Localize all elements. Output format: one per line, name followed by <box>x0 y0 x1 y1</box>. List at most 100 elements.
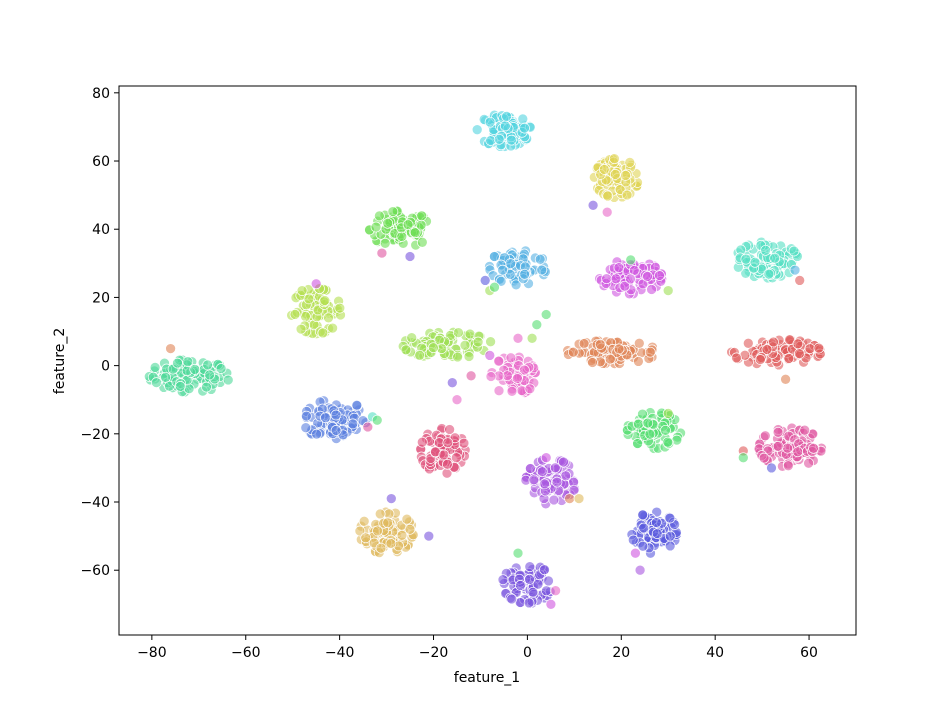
y-tick-label: −40 <box>80 495 110 511</box>
data-point <box>463 351 475 362</box>
data-point <box>613 262 625 273</box>
data-point <box>610 273 622 285</box>
data-point <box>536 466 548 478</box>
data-point <box>587 357 598 368</box>
data-point <box>301 410 312 422</box>
data-point <box>740 253 752 265</box>
data-point <box>493 133 505 145</box>
data-point <box>515 580 526 591</box>
data-point <box>459 339 471 351</box>
data-point <box>808 442 819 454</box>
y-tick-label: 60 <box>92 154 110 170</box>
data-point <box>519 268 530 280</box>
data-point <box>215 363 227 374</box>
data-point <box>374 508 386 520</box>
data-point <box>310 278 322 290</box>
data-point <box>517 113 529 125</box>
data-point <box>506 593 518 605</box>
data-point <box>782 442 793 454</box>
data-point <box>609 169 621 180</box>
data-point <box>423 530 435 542</box>
data-point <box>624 157 636 168</box>
data-point <box>813 342 825 354</box>
data-point <box>519 364 530 376</box>
plot-frame <box>118 85 857 636</box>
data-point <box>613 343 625 355</box>
y-tick-label: 80 <box>92 86 110 102</box>
data-point <box>550 585 561 597</box>
data-point <box>471 124 483 136</box>
data-point <box>375 542 387 554</box>
data-point <box>489 251 500 262</box>
data-point <box>406 332 418 344</box>
data-point <box>551 476 563 488</box>
data-point <box>204 369 215 381</box>
data-point <box>382 517 394 529</box>
data-point <box>780 373 791 385</box>
data-point <box>485 371 497 382</box>
data-point <box>464 328 476 340</box>
data-point <box>452 351 463 363</box>
data-point <box>742 337 754 349</box>
data-point <box>202 359 213 371</box>
data-point <box>794 275 806 286</box>
data-point <box>625 254 637 266</box>
data-point <box>754 354 766 365</box>
data-point <box>506 134 517 146</box>
data-point <box>400 344 412 356</box>
data-point <box>760 244 771 256</box>
data-point <box>442 437 454 449</box>
data-point <box>644 428 656 440</box>
data-point <box>320 412 331 424</box>
data-point <box>485 336 496 348</box>
data-point <box>625 273 636 285</box>
data-point <box>587 199 599 211</box>
data-point <box>446 377 458 389</box>
data-point <box>568 484 580 496</box>
x-tick-label: −80 <box>137 645 167 661</box>
data-point <box>534 253 546 265</box>
data-point <box>465 370 477 382</box>
data-point <box>598 164 610 175</box>
data-point <box>644 346 656 358</box>
x-tick-label: 60 <box>800 645 818 661</box>
data-point <box>524 574 535 585</box>
data-point <box>510 279 522 291</box>
x-tick-label: 40 <box>706 645 724 661</box>
data-point <box>632 438 643 449</box>
data-point <box>620 170 631 181</box>
data-point <box>382 217 394 229</box>
data-point <box>619 280 631 292</box>
data-point <box>526 332 538 344</box>
data-point <box>788 245 800 257</box>
data-point <box>416 236 428 248</box>
data-point <box>311 428 322 440</box>
data-point <box>296 285 308 296</box>
data-point <box>792 338 804 350</box>
data-point <box>505 352 517 364</box>
y-axis: −60 −40 −20 0 20 40 60 80 <box>80 86 119 579</box>
data-point <box>660 424 671 436</box>
data-point <box>763 268 775 280</box>
data-point <box>385 493 397 504</box>
data-point <box>319 295 331 306</box>
data-point <box>662 408 674 419</box>
data-point <box>489 281 500 293</box>
data-point <box>664 530 676 542</box>
data-point <box>525 463 536 474</box>
data-point <box>604 353 616 365</box>
data-point <box>506 385 518 397</box>
data-point <box>803 457 814 469</box>
data-point <box>662 285 674 296</box>
data-point <box>654 270 665 281</box>
data-point <box>372 525 383 537</box>
data-point <box>451 452 462 464</box>
data-point <box>317 327 329 339</box>
data-point <box>528 474 540 486</box>
data-point <box>182 356 194 367</box>
data-point <box>601 273 612 285</box>
data-point <box>642 417 654 429</box>
data-point <box>358 515 370 527</box>
data-point <box>396 529 408 541</box>
